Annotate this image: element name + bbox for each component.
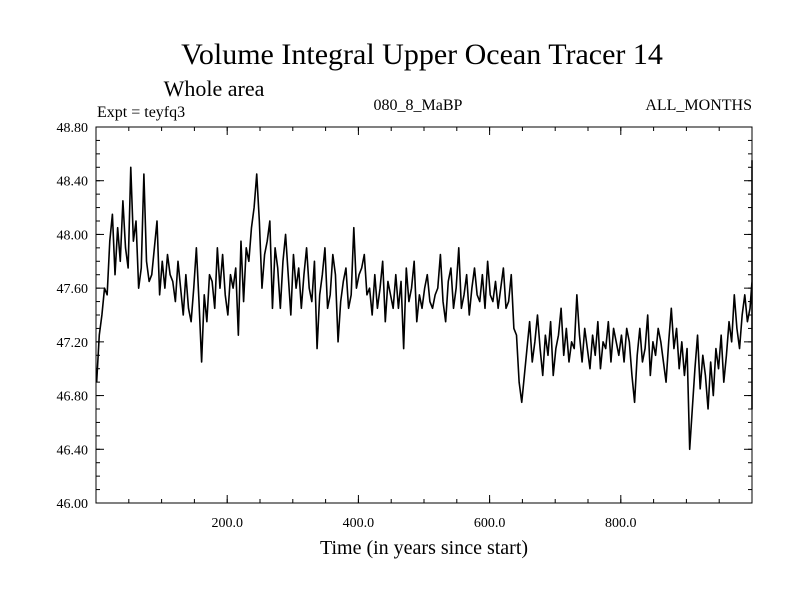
y-tick-label: 48.40: [57, 175, 89, 190]
y-tick-label: 46.80: [57, 390, 89, 405]
y-tick-label: 48.80: [57, 121, 89, 136]
chart-title: Volume Integral Upper Ocean Tracer 14: [181, 38, 663, 71]
center-label: 080_8_MaBP: [374, 97, 463, 114]
x-axis-label: Time (in years since start): [320, 537, 528, 559]
plot-frame: [95, 126, 753, 504]
x-tick-label: 400.0: [343, 516, 375, 531]
y-tick-label: 47.20: [57, 336, 89, 351]
series-group: [95, 159, 753, 451]
x-tick-label: 600.0: [474, 516, 506, 531]
x-axis: 200.0 400.0 600.0 800.0: [95, 127, 753, 531]
y-axis: 46.00 46.40 46.80 47.20 47.60 48.00 48.40 48.80: [57, 121, 752, 512]
right-label: ALL_MONTHS: [645, 97, 752, 114]
x-tick-label: 800.0: [605, 516, 637, 531]
chart-subtitle: Whole area: [164, 76, 265, 101]
y-tick-label: 47.60: [57, 282, 89, 297]
y-tick-label: 48.00: [57, 228, 89, 243]
series-line: [95, 159, 753, 451]
expt-label: Expt = teyfq3: [97, 104, 185, 121]
y-tick-label: 46.40: [57, 443, 89, 458]
x-tick-label: 200.0: [211, 516, 243, 531]
y-tick-label: 46.00: [57, 497, 89, 512]
